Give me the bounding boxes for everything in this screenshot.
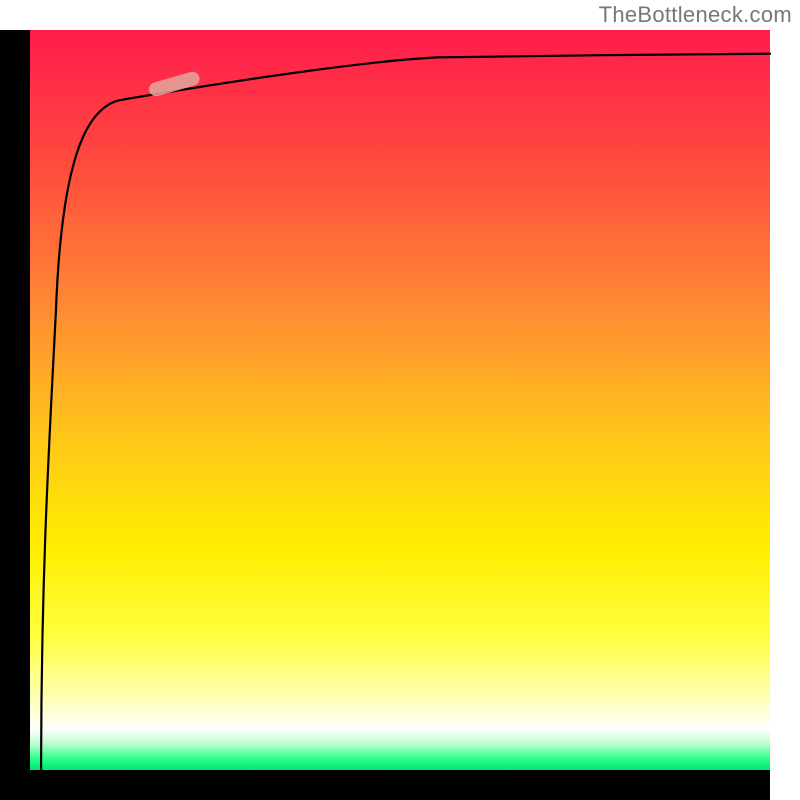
chart-container: TheBottleneck.com — [0, 0, 800, 800]
bottleneck-chart — [0, 0, 800, 800]
plot-area — [30, 30, 770, 770]
watermark-text: TheBottleneck.com — [599, 2, 792, 28]
